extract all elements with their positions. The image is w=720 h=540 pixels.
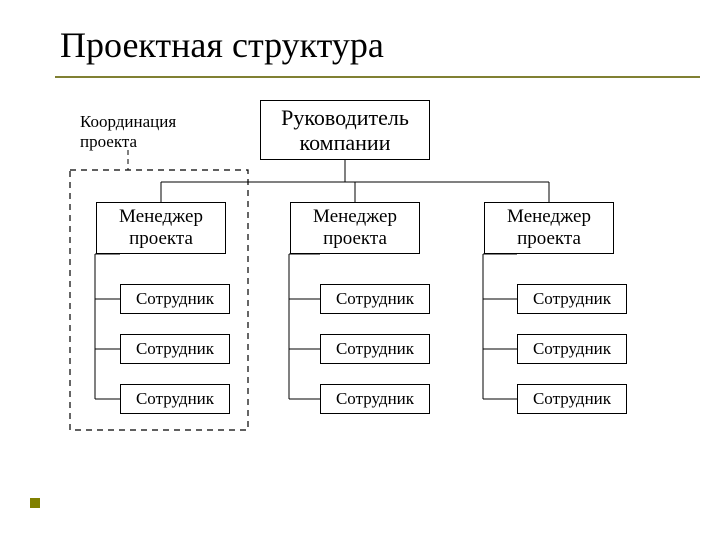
slide-title: Проектная структура — [60, 24, 384, 66]
employee-node: Сотрудник — [320, 334, 430, 364]
coord-line2: проекта — [80, 132, 137, 151]
footer-bullet — [30, 498, 40, 508]
manager-node-3: Менеджер проекта — [484, 202, 614, 254]
title-underline — [55, 76, 700, 78]
employee-node: Сотрудник — [120, 284, 230, 314]
employee-node: Сотрудник — [320, 284, 430, 314]
mgr1-line1: Менеджер — [119, 206, 203, 227]
employee-node: Сотрудник — [517, 284, 627, 314]
mgr3-line2: проекта — [517, 228, 581, 249]
coordination-label: Координация проекта — [80, 112, 176, 151]
employee-node: Сотрудник — [120, 334, 230, 364]
root-node: Руководитель компании — [260, 100, 430, 160]
mgr1-line2: проекта — [129, 228, 193, 249]
employee-node: Сотрудник — [120, 384, 230, 414]
root-line2: компании — [300, 130, 391, 155]
mgr3-line1: Менеджер — [507, 206, 591, 227]
coord-line1: Координация — [80, 112, 176, 131]
employee-node: Сотрудник — [320, 384, 430, 414]
manager-node-1: Менеджер проекта — [96, 202, 226, 254]
mgr2-line2: проекта — [323, 228, 387, 249]
employee-node: Сотрудник — [517, 384, 627, 414]
org-chart-lines — [0, 0, 720, 540]
mgr2-line1: Менеджер — [313, 206, 397, 227]
employee-node: Сотрудник — [517, 334, 627, 364]
root-line1: Руководитель — [281, 105, 409, 130]
manager-node-2: Менеджер проекта — [290, 202, 420, 254]
